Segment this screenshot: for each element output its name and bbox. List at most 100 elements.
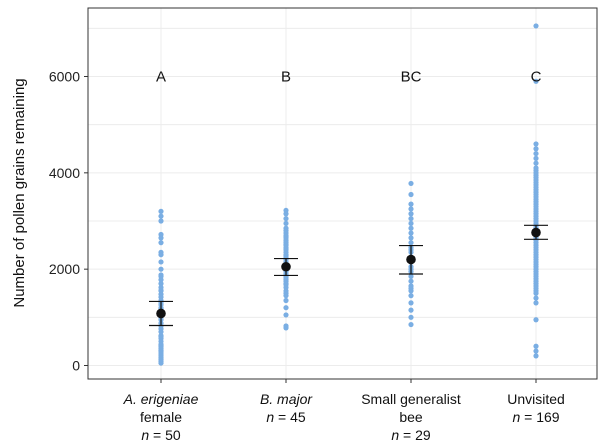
category-label: Unvisited — [507, 391, 565, 407]
category-label: Small generalist — [361, 391, 461, 407]
data-point — [408, 321, 414, 328]
data-point — [533, 295, 539, 301]
x-axis: A. erigeniae female n = 50 B. major n = 45 Sm… — [123, 379, 565, 442]
data-points — [158, 23, 539, 366]
sample-size-symbol: n — [391, 427, 399, 442]
data-point — [158, 208, 164, 214]
sample-size-value: = 50 — [149, 427, 181, 442]
data-point — [408, 285, 414, 292]
sample-size-label: n = 29 — [391, 427, 431, 442]
data-point — [408, 293, 414, 299]
sample-size-symbol: n — [512, 409, 520, 425]
grid-layer — [88, 8, 597, 379]
data-point — [408, 215, 414, 222]
category-label: B. major — [260, 391, 313, 407]
plot-frame — [87, 7, 598, 380]
data-point — [158, 213, 164, 219]
data-point — [158, 218, 164, 224]
data-point — [408, 180, 414, 187]
data-point — [283, 220, 289, 227]
data-point — [533, 23, 539, 29]
y-tick-label: 4000 — [49, 165, 80, 181]
data-point — [283, 233, 289, 240]
sample-size-value: = 29 — [399, 427, 431, 442]
y-axis: 0 2000 4000 6000 — [49, 69, 88, 374]
data-point — [408, 307, 414, 313]
data-point — [533, 160, 539, 166]
y-tick-label: 6000 — [49, 69, 80, 85]
data-point — [533, 150, 539, 157]
sample-size-value: = 169 — [520, 409, 560, 425]
significance-letter: B — [281, 69, 291, 86]
data-point — [408, 235, 414, 241]
data-point — [533, 300, 539, 306]
data-point — [408, 240, 414, 246]
mean-point — [531, 227, 541, 238]
data-point — [533, 146, 539, 152]
data-point — [408, 220, 414, 227]
data-point — [283, 215, 289, 222]
category-label: A. erigeniae — [123, 391, 199, 407]
data-point — [283, 241, 289, 247]
significance-letter: C — [531, 69, 542, 86]
mean-point — [281, 261, 291, 272]
data-point — [158, 334, 164, 340]
data-point — [408, 278, 414, 284]
data-point — [533, 141, 539, 147]
significance-letters: A B BC C — [156, 69, 542, 86]
data-point — [158, 259, 164, 265]
y-axis-label: Number of pollen grains remaining — [11, 78, 28, 307]
data-point — [283, 323, 289, 329]
sample-size-label: n = 45 — [266, 409, 306, 425]
data-point — [533, 78, 539, 84]
data-point — [408, 191, 414, 198]
sample-size-symbol: n — [266, 409, 274, 425]
data-point — [158, 231, 164, 238]
category-label: female — [140, 409, 182, 425]
data-point — [283, 281, 289, 288]
data-point — [158, 342, 164, 348]
data-point — [283, 207, 289, 214]
mean-ci-layer — [149, 224, 548, 327]
data-point — [158, 348, 164, 354]
data-point — [533, 155, 539, 161]
y-tick-label: 0 — [72, 358, 80, 374]
data-point — [283, 275, 289, 281]
data-point — [408, 201, 414, 207]
sample-size-symbol: n — [141, 427, 149, 442]
data-point — [533, 343, 539, 349]
sample-size-label: n = 169 — [512, 409, 559, 425]
data-point — [283, 225, 289, 231]
category-label: bee — [399, 409, 423, 425]
data-point — [283, 297, 289, 304]
mean-point — [406, 254, 416, 265]
sample-size-value: = 45 — [274, 409, 306, 425]
data-point — [158, 273, 164, 279]
data-point — [408, 206, 414, 212]
data-point — [533, 317, 539, 323]
data-point — [533, 348, 539, 354]
significance-letter: BC — [401, 69, 422, 86]
sample-size-label: n = 50 — [141, 427, 181, 442]
data-point — [158, 281, 164, 287]
data-point — [408, 230, 414, 236]
data-point — [283, 253, 289, 259]
data-point — [158, 249, 164, 255]
data-point — [408, 314, 414, 320]
data-point — [158, 287, 164, 293]
data-point — [283, 290, 289, 296]
y-tick-label: 2000 — [49, 261, 80, 277]
significance-letter: A — [156, 69, 166, 86]
data-point — [283, 312, 289, 318]
data-point — [283, 246, 289, 252]
data-point — [533, 353, 539, 359]
data-point — [408, 211, 414, 217]
data-point — [283, 305, 289, 311]
data-point — [408, 225, 414, 231]
data-point — [408, 273, 414, 279]
data-point — [533, 165, 539, 171]
data-point — [158, 240, 164, 246]
mean-point — [156, 308, 166, 319]
data-point — [408, 300, 414, 306]
